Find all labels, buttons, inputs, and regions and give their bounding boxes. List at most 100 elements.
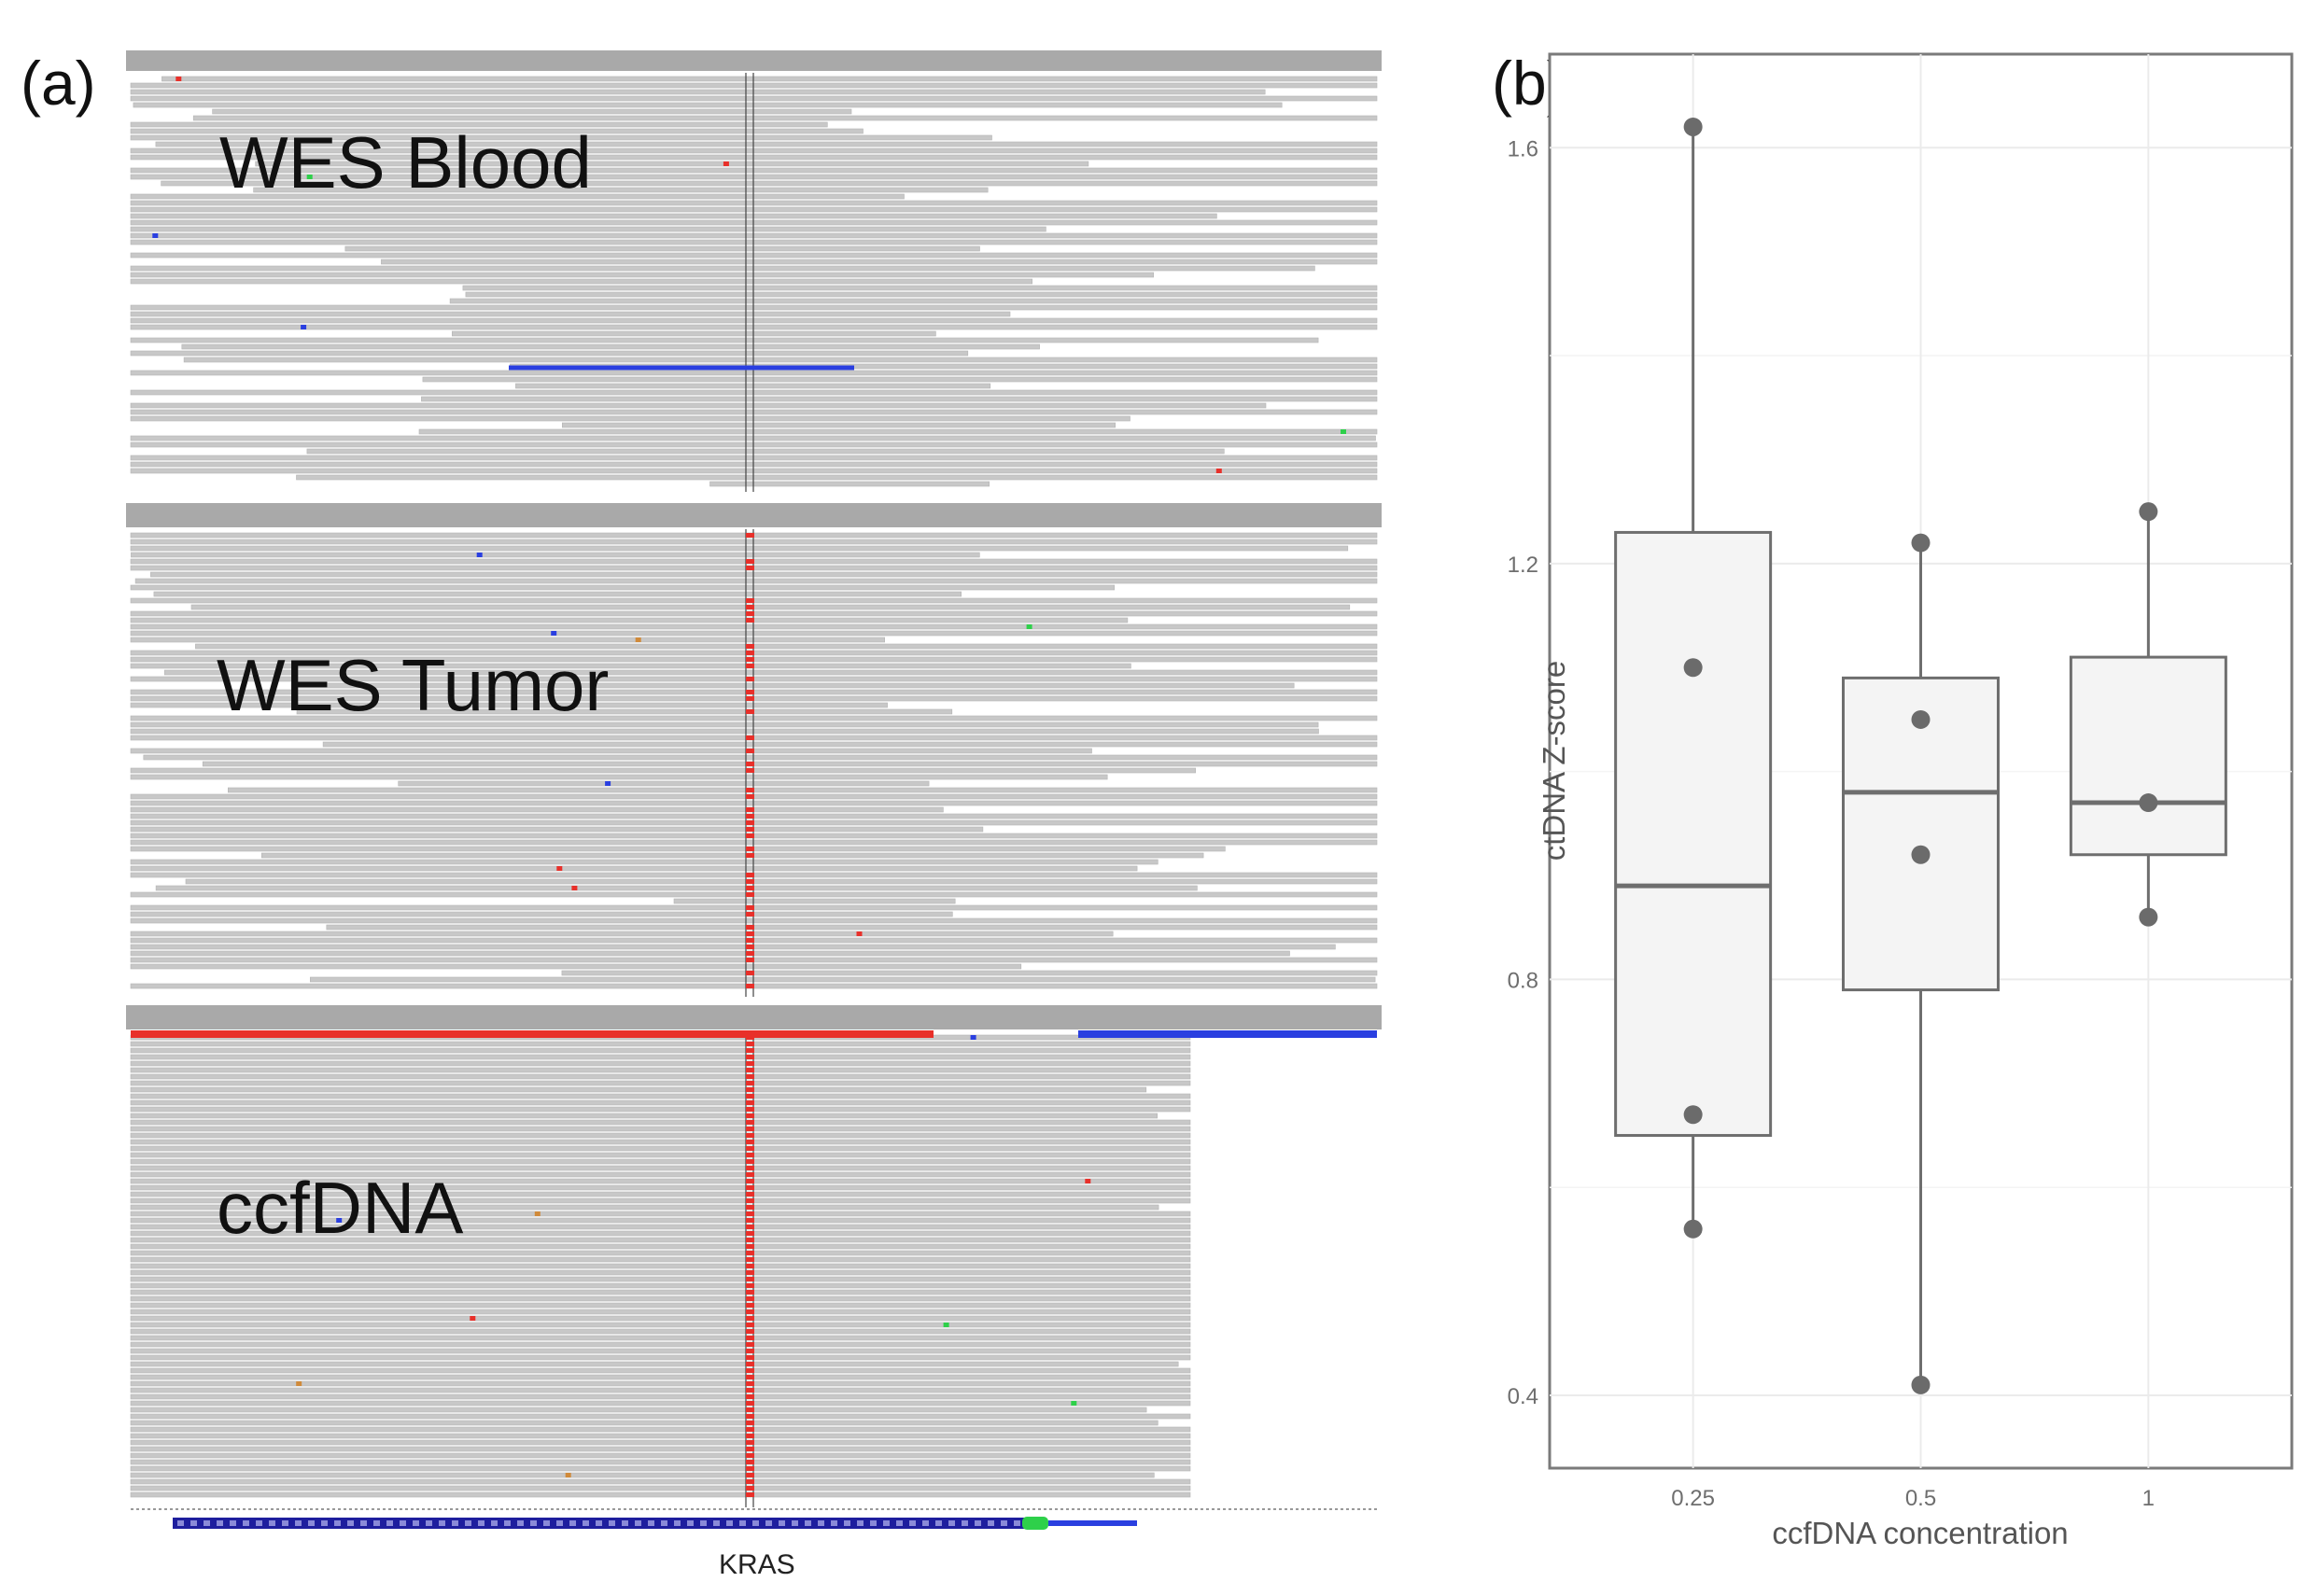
x-axis-label: ccfDNA concentration (1772, 1516, 2068, 1550)
exon-tick (779, 1520, 785, 1526)
read (561, 970, 1378, 976)
read (673, 898, 956, 904)
variant-base (746, 1329, 754, 1334)
exon-tick (530, 1520, 537, 1526)
exon-tick (517, 1520, 524, 1526)
variant-base (746, 984, 754, 988)
box-iqr (1842, 676, 2000, 992)
variant-base (746, 611, 754, 616)
coverage-bar (126, 1005, 1382, 1029)
exon-tick (922, 1520, 929, 1526)
data-point (1683, 1219, 1703, 1239)
mismatch-base (1026, 624, 1032, 629)
read (130, 1380, 1191, 1387)
variant-base (746, 1048, 754, 1053)
variant-base (746, 1081, 754, 1085)
variant-base (746, 1211, 754, 1216)
exon-tick (962, 1520, 968, 1526)
variant-base (746, 1342, 754, 1347)
exon-tick (661, 1520, 667, 1526)
mismatch-base (565, 1473, 571, 1477)
variant-base (746, 1270, 754, 1275)
variant-base (746, 1159, 754, 1164)
exon-tick (373, 1520, 380, 1526)
variant-base (746, 788, 754, 792)
read (561, 422, 1116, 428)
strand-bar-red (131, 1030, 934, 1038)
read (130, 545, 1349, 552)
coverage-bar (126, 50, 1382, 71)
exon-tick (491, 1520, 498, 1526)
read (130, 1472, 1155, 1478)
variant-base (746, 1283, 754, 1288)
read (130, 1204, 1159, 1211)
mismatch-base (856, 931, 863, 936)
read (130, 1315, 1191, 1322)
read (709, 481, 990, 487)
read (130, 1126, 1191, 1132)
read (131, 552, 980, 558)
read (130, 1374, 1191, 1380)
read (130, 963, 1022, 970)
read (130, 1400, 1191, 1407)
read (130, 1413, 1191, 1420)
read (130, 1237, 1191, 1243)
read (130, 728, 1319, 735)
read (130, 121, 828, 128)
exon-tick (243, 1520, 249, 1526)
y-tick-label: 1.6 (1508, 136, 1538, 161)
read (130, 1191, 1191, 1197)
variant-base (746, 1336, 754, 1340)
alignment-track-1 (126, 501, 1382, 997)
exon-tick (543, 1520, 550, 1526)
variant-base (746, 1192, 754, 1197)
read (130, 1256, 1191, 1263)
variant-base (746, 1394, 754, 1399)
variant-base (746, 1440, 754, 1445)
exon-tick (204, 1520, 210, 1526)
variant-base (746, 677, 754, 681)
read (134, 578, 1378, 584)
variant-base (746, 762, 754, 766)
read (130, 1080, 1191, 1086)
variant-base (746, 1172, 754, 1177)
variant-base (746, 1290, 754, 1295)
variant-base (746, 1257, 754, 1262)
variant-base (746, 1368, 754, 1373)
exon-tick (439, 1520, 445, 1526)
read (130, 193, 905, 200)
read (190, 604, 1351, 610)
read (130, 1217, 1191, 1224)
exon-tick (596, 1520, 602, 1526)
variant-base (746, 814, 754, 819)
mismatch-base (723, 161, 729, 166)
exon-tick (988, 1520, 994, 1526)
read (130, 311, 1011, 317)
read (130, 1171, 1191, 1178)
x-tick-label: 0.25 (1671, 1486, 1715, 1511)
exon-tick (190, 1520, 197, 1526)
exon-tick (452, 1520, 458, 1526)
read (130, 1158, 1191, 1165)
read (398, 780, 930, 787)
mismatch-base (1071, 1401, 1077, 1406)
variant-base (746, 1381, 754, 1386)
panel-a-label: (a) (21, 49, 96, 118)
variant-base (746, 1466, 754, 1471)
exon-tick (256, 1520, 262, 1526)
read (130, 1433, 1191, 1439)
read (195, 643, 1378, 650)
read (255, 161, 1089, 167)
read (253, 187, 989, 193)
data-point (1911, 533, 1931, 553)
exon-tick (700, 1520, 707, 1526)
read (130, 1086, 1147, 1093)
read (130, 1289, 1191, 1295)
exon-tick (635, 1520, 641, 1526)
variant-base (746, 1179, 754, 1183)
variant-base (746, 1055, 754, 1059)
exon-tick (413, 1520, 419, 1526)
read (130, 226, 1046, 232)
boxes (1614, 126, 2227, 1385)
